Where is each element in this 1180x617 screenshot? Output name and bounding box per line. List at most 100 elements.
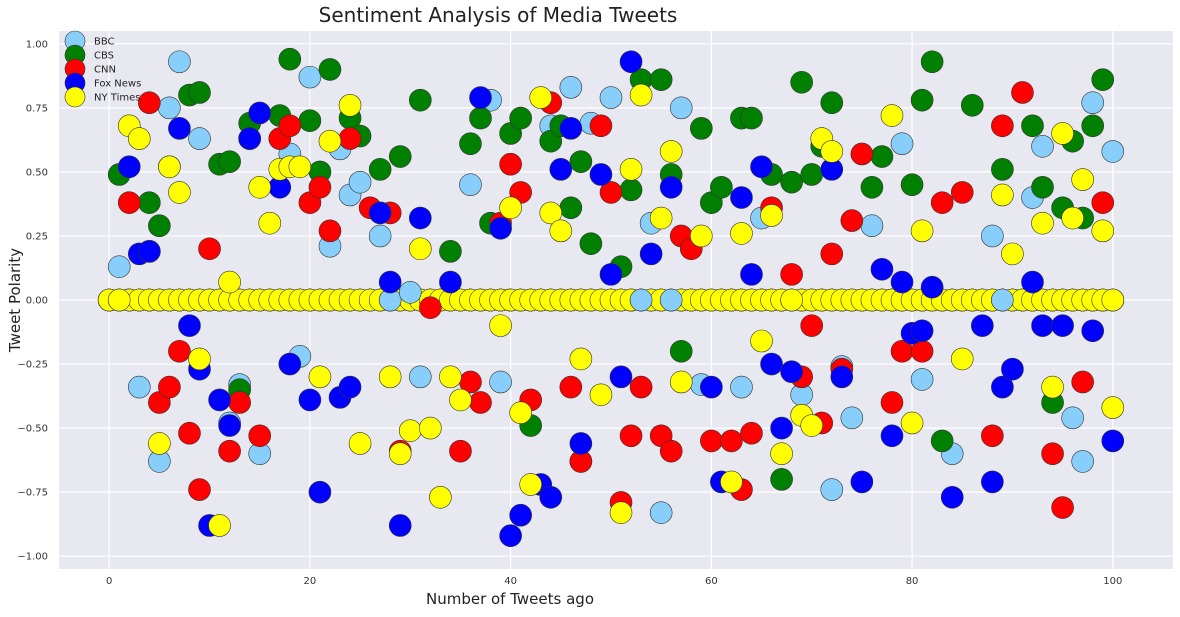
point-ny-times [800,414,824,437]
point-cnn [218,439,241,463]
point-cbs [148,214,171,238]
point-cnn [469,391,492,414]
point-bbc [1101,140,1125,163]
point-cnn [138,91,161,115]
point-bbc [107,255,131,278]
point-cbs [820,91,844,115]
point-cnn [780,263,803,286]
point-fox-news [750,155,773,179]
point-cbs [780,170,803,194]
point-cnn [168,339,191,363]
point-ny-times [188,347,211,371]
point-cnn [198,237,221,261]
point-bbc [1071,450,1094,473]
point-bbc [459,173,482,197]
point-fox-news [770,416,793,440]
legend-marker [64,86,86,108]
point-bbc [599,86,623,109]
legend-label: BBC [94,37,115,48]
chart-title: Sentiment Analysis of Media Tweets [319,3,678,27]
point-fox-news [639,242,663,266]
point-cbs [579,232,603,255]
point-cbs [669,339,693,363]
point-cnn [1011,81,1034,104]
x-tick-label: 80 [906,576,919,587]
point-ny-times [1091,219,1115,243]
point-bbc [158,96,181,120]
point-fox-news [368,201,392,225]
point-cnn [629,375,653,399]
point-cbs [1021,114,1044,138]
point-ny-times [1061,206,1084,230]
point-cbs [278,47,302,71]
point-cnn [248,424,272,448]
point-fox-news [298,388,322,412]
point-fox-news [208,388,231,412]
y-tick-labels: −1.00 −0.75 −0.50 −0.25 0.00 0.25 0.50 0.75 1.00 [17,39,48,562]
point-ny-times [1101,396,1125,419]
point-cbs [298,109,322,132]
legend-label: CBS [94,51,114,62]
point-cnn [599,181,623,204]
point-cbs [188,81,211,104]
point-cbs [318,58,342,81]
point-fox-news [549,158,573,181]
point-ny-times [770,442,793,466]
point-ny-times [1051,122,1074,145]
point-fox-news [940,485,964,509]
point-fox-news [730,186,753,209]
point-fox-news [920,275,944,299]
point-cbs [1031,175,1054,199]
point-cbs [218,150,241,173]
point-ny-times [649,206,673,230]
legend-label: Fox News [94,79,141,90]
point-ny-times [318,129,342,153]
point-cbs [860,175,884,199]
y-tick-label: 0.25 [26,231,48,242]
point-ny-times [669,370,693,394]
point-cnn [1041,442,1064,466]
point-ny-times [950,347,974,371]
point-ny-times [107,288,131,312]
point-cnn [991,114,1014,138]
y-tick-label: −0.50 [17,424,48,435]
y-tick-label: 0.75 [26,103,48,114]
point-cnn [559,375,583,399]
point-ny-times [439,365,462,389]
point-fox-news [138,240,161,263]
point-cbs [790,70,813,94]
point-cnn [589,114,613,138]
point-fox-news [1001,357,1024,381]
y-axis-title: Tweet Polarity [6,248,24,353]
point-cnn [158,375,181,399]
point-ny-times [619,158,643,181]
point-bbc [398,281,422,304]
point-fox-news [408,206,432,230]
point-cbs [710,175,733,199]
point-cbs [1091,68,1115,91]
point-ny-times [569,347,593,371]
point-bbc [1031,134,1054,158]
point-fox-news [981,470,1004,494]
point-cnn [278,114,302,138]
point-ny-times [419,416,442,440]
point-ny-times [750,329,773,353]
point-cnn [880,391,904,414]
point-ny-times [529,86,553,109]
legend-label: NY Times [94,93,140,104]
point-cnn [419,296,442,319]
point-ny-times [499,196,522,220]
point-ny-times [308,365,332,389]
point-fox-news [499,524,522,547]
point-ny-times [629,83,653,107]
y-tick-label: −0.25 [17,360,48,371]
point-cbs [690,117,713,140]
point-ny-times [730,222,753,245]
y-tick-label: 1.00 [26,39,48,50]
y-tick-label: 0.50 [26,167,48,178]
point-cbs [900,173,924,197]
point-cnn [1071,370,1094,394]
point-bbc [168,50,191,74]
point-fox-news [700,375,723,399]
